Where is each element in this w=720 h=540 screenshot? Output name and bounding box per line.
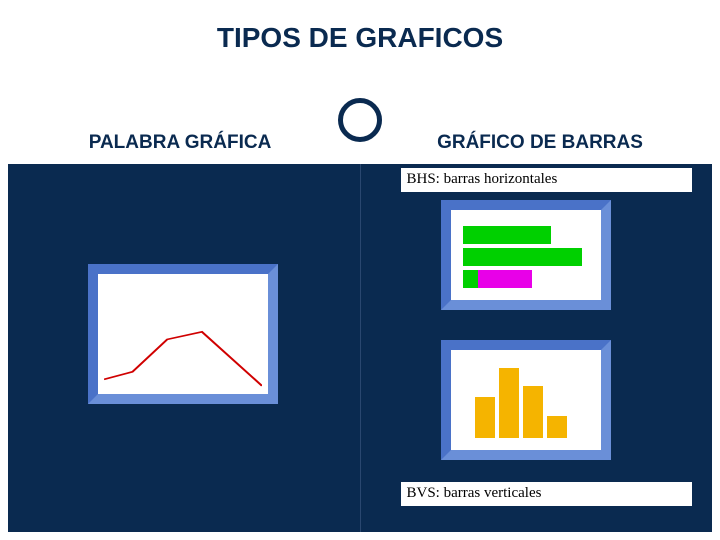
hbar (463, 270, 478, 288)
caption-bhs: BHS: barras horizontales (401, 168, 693, 192)
line-chart-svg (104, 280, 262, 388)
hbar-chart-frame (441, 200, 611, 310)
line-series (104, 332, 262, 386)
heading-right: GRÁFICO DE BARRAS (360, 120, 720, 164)
heading-left: PALABRA GRÁFICA (0, 120, 360, 164)
hbar-series (463, 224, 589, 286)
slide: TIPOS DE GRAFICOS PALABRA GRÁFICA GRÁFIC… (0, 0, 720, 540)
slide-title: TIPOS DE GRAFICOS (0, 22, 720, 54)
vbar-series (467, 364, 585, 438)
panel-left (8, 164, 361, 532)
content-area: BHS: barras horizontales BVS: barras ver… (8, 164, 712, 532)
ring-icon (338, 98, 382, 142)
vbar (547, 416, 567, 438)
vbar (475, 397, 495, 438)
hbar (463, 226, 551, 244)
vbar-chart-frame (441, 340, 611, 460)
vbar (523, 386, 543, 438)
line-chart-frame (88, 264, 278, 404)
caption-bvs: BVS: barras verticales (401, 482, 693, 506)
panel-right: BHS: barras horizontales BVS: barras ver… (361, 164, 713, 532)
vbar (499, 368, 519, 438)
hbar-chart-canvas (457, 216, 595, 294)
vbar-chart-canvas (457, 356, 595, 444)
hbar (463, 248, 583, 266)
line-chart-canvas (104, 280, 262, 388)
